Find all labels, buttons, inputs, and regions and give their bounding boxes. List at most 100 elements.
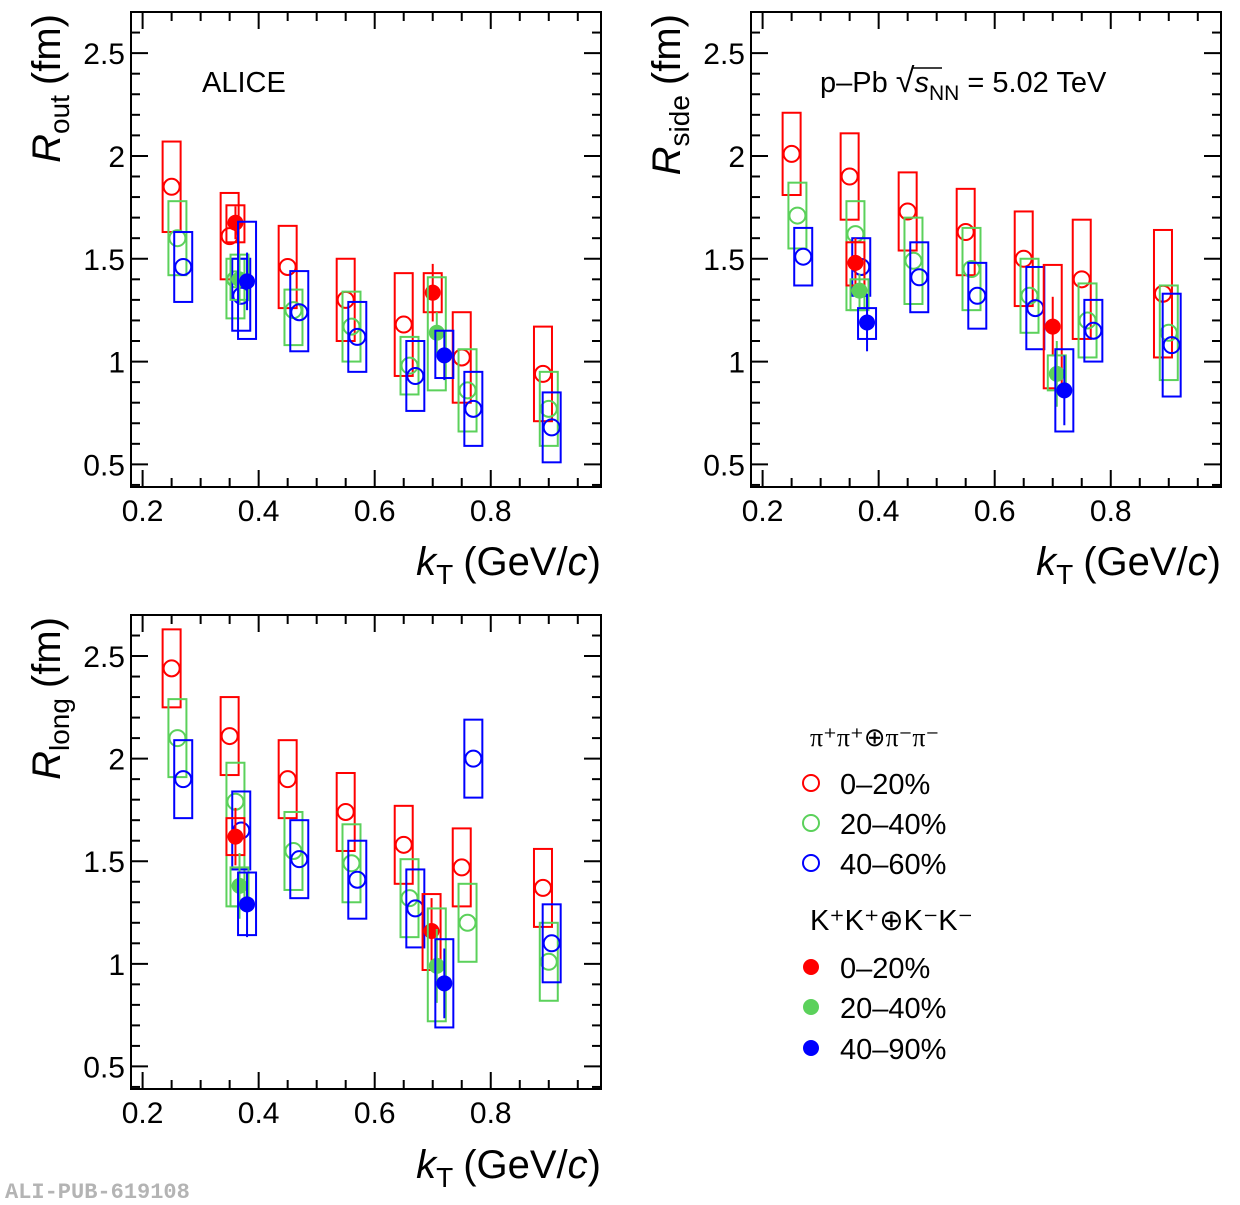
- legend-label: 40–90%: [840, 1034, 946, 1066]
- data-point: [1078, 311, 1097, 330]
- legend-marker-kaon-40-90: [803, 1040, 819, 1056]
- data-point: [788, 206, 807, 225]
- x-axis-unit-c: c: [568, 1143, 588, 1187]
- x-tick-label: 0.6: [354, 495, 396, 528]
- data-point: [436, 975, 453, 992]
- legend-marker-pion-20-40: [802, 814, 820, 832]
- y-axis-unit: (fm): [25, 617, 69, 688]
- data-point: [342, 854, 361, 873]
- legend-marker-kaon-20-40: [803, 999, 819, 1015]
- data-point: [910, 268, 929, 287]
- data-point: [1162, 336, 1181, 355]
- x-axis-title-rout: kT (GeV/c): [416, 540, 601, 590]
- y-tick-label: 0.5: [703, 449, 745, 482]
- y-axis-unit: (fm): [645, 14, 689, 85]
- systematic-box: [237, 220, 258, 340]
- systematic-box: [347, 839, 368, 920]
- series-pion-0-20: [161, 628, 553, 928]
- data-point: [168, 729, 187, 748]
- systematic-box: [399, 335, 420, 396]
- y-tick-label: 2.5: [83, 38, 125, 71]
- energy-subscript: NN: [929, 82, 959, 105]
- x-tick-label: 0.4: [238, 495, 280, 528]
- series-pion-40-60: [173, 718, 562, 984]
- data-point: [904, 251, 923, 270]
- systematic-box: [167, 698, 188, 779]
- systematic-box: [839, 132, 860, 221]
- series-kaon-20-40: [849, 274, 1067, 407]
- data-point: [290, 303, 309, 322]
- data-point: [436, 347, 453, 364]
- y-tick-label: 2.5: [83, 641, 125, 674]
- series-pion-0-20: [781, 111, 1173, 359]
- data-point: [348, 327, 367, 346]
- systematic-box: [1077, 282, 1098, 359]
- data-point: [1084, 321, 1103, 340]
- y-tick-label: 1: [108, 347, 125, 380]
- series-kaon-40-90: [857, 293, 1075, 433]
- x-axis-symbol: k: [1036, 540, 1058, 584]
- alice-label: ALICE: [202, 67, 286, 99]
- y-tick-label: 1.5: [83, 244, 125, 277]
- y-tick-label: 2: [108, 141, 125, 174]
- legend-header-pions: π⁺π⁺⊕π⁻π⁻: [810, 723, 939, 752]
- data-point: [464, 749, 483, 768]
- legend-header-kaons: K⁺K⁺⊕K⁻K⁻: [810, 905, 973, 937]
- series-pion-40-60: [173, 231, 562, 464]
- data-point: [174, 257, 193, 276]
- legend-marker-pion-0-20: [802, 774, 820, 792]
- systematic-box: [1054, 348, 1075, 433]
- series-pion-0-20: [161, 140, 553, 423]
- data-point: [1072, 270, 1091, 289]
- series-kaon-40-90: [237, 220, 455, 381]
- x-axis-title-rlong: kT (GeV/c): [416, 1143, 601, 1193]
- legend-label: 20–40%: [840, 993, 946, 1025]
- y-tick-label: 2: [108, 744, 125, 777]
- systematic-box: [161, 140, 182, 234]
- plot-frame: [130, 11, 602, 488]
- y-axis-title-rout: Rout (fm): [25, 14, 75, 163]
- x-axis-title-rside: kT (GeV/c): [1036, 540, 1221, 590]
- energy-symbol: s: [914, 67, 929, 99]
- panel-rside: 0.5 1 1.5 2 2.5 0.2 0.4 0.6 0.8: [703, 11, 1222, 528]
- series-pion-40-60: [793, 226, 1182, 398]
- systematic-box: [787, 181, 808, 250]
- systematic-box: [426, 276, 447, 392]
- data-point: [231, 877, 248, 894]
- systematic-box: [231, 257, 252, 332]
- y-tick-label: 1.5: [703, 244, 745, 277]
- y-tick-label: 0.5: [83, 1051, 125, 1084]
- x-axis-symbol: k: [416, 540, 438, 584]
- series-pion-20-40: [167, 698, 559, 1002]
- data-point: [168, 229, 187, 248]
- data-point: [533, 364, 552, 383]
- series-kaon-0-20: [225, 204, 443, 322]
- data-point: [458, 913, 477, 932]
- x-tick-label: 0.6: [354, 1097, 396, 1130]
- data-point: [239, 273, 256, 290]
- systematic-box: [463, 718, 484, 799]
- data-point: [859, 314, 876, 331]
- y-tick-label: 1: [108, 949, 125, 982]
- systematic-box: [434, 938, 455, 1029]
- data-point: [1159, 323, 1178, 342]
- systematic-box: [283, 288, 304, 347]
- x-tick-label: 0.6: [974, 495, 1016, 528]
- panel-rlong: 0.5 1 1.5 2 2.5 0.2 0.4 0.6 0.8: [83, 614, 602, 1130]
- systematic-box: [457, 882, 478, 963]
- plot-frame: [130, 614, 602, 1090]
- data-point: [394, 835, 413, 854]
- x-axis-unit: (GeV/: [463, 1143, 568, 1187]
- x-axis-unit-c: c: [1188, 540, 1208, 584]
- x-tick-label: 0.4: [238, 1097, 280, 1130]
- data-point: [400, 889, 419, 908]
- legend-label: 0–20%: [840, 953, 930, 985]
- x-tick-label: 0.2: [122, 495, 164, 528]
- data-point: [239, 896, 256, 913]
- legend-label: 0–20%: [840, 769, 930, 801]
- systematic-box: [341, 823, 362, 904]
- data-point: [400, 356, 419, 375]
- legend-marker-pion-40-60: [802, 854, 820, 872]
- watermark: ALI-PUB-619108: [5, 1180, 190, 1205]
- data-point: [1048, 365, 1065, 382]
